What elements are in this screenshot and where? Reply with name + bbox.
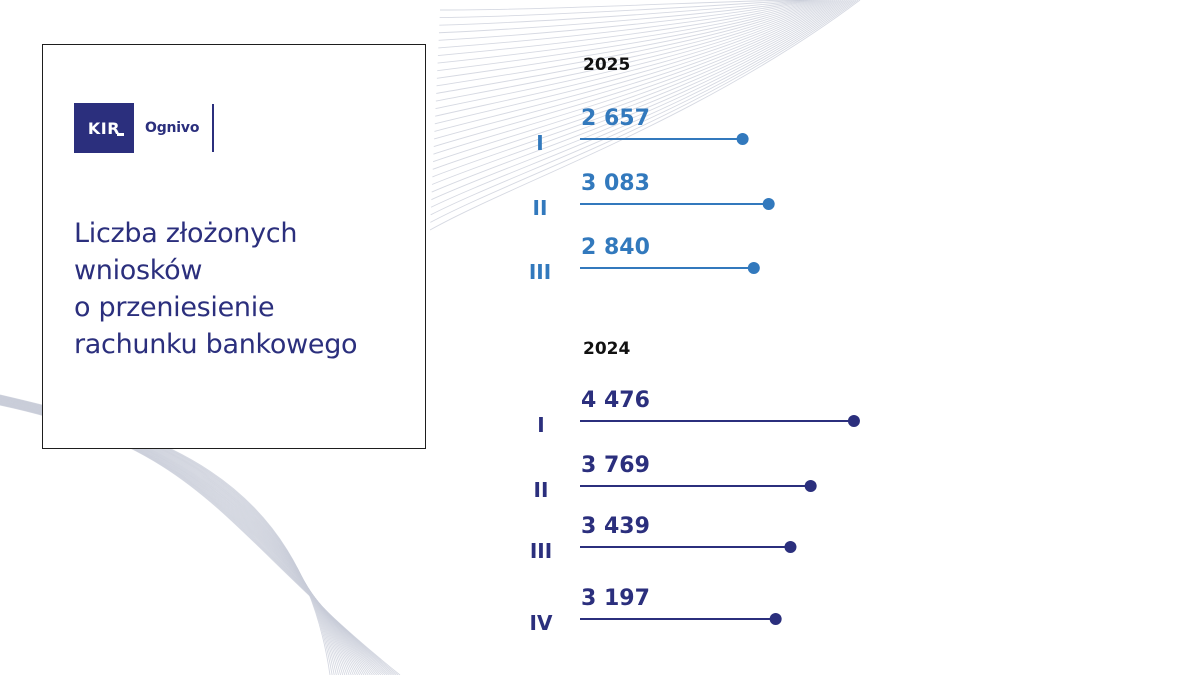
lollipop-dot (762, 198, 775, 210)
logo-divider (212, 104, 215, 152)
background-wave-line (431, 0, 848, 185)
background-wave-line (435, 0, 830, 117)
background-wave-line (430, 0, 859, 223)
background-wave-line (435, 0, 826, 102)
background-wave-line (438, 0, 811, 49)
background-wave-line (432, 0, 842, 163)
lollipop-2024-I: 4 476 I (537, 388, 860, 437)
background-wave-line (435, 0, 828, 110)
category-label: II (533, 196, 548, 220)
lollipop-2024-IV: 3 197 IV (530, 586, 782, 635)
background-wave-line (436, 0, 819, 79)
chart-title: Liczba złożonych wniosków o przeniesieni… (74, 215, 414, 363)
background-wave-line (439, 0, 805, 26)
background-wave-line (434, 0, 834, 132)
value-label: 3 083 (581, 171, 650, 196)
year-label: 2025 (583, 55, 630, 75)
kir-logo-dash (117, 133, 124, 136)
value-label: 2 657 (581, 106, 650, 131)
lollipop-2025-II: 3 083 II (533, 171, 775, 220)
background-wave-line (437, 0, 815, 64)
background-wave-line (432, 0, 846, 178)
lollipop-dot (847, 415, 860, 427)
background-wave-line (439, 0, 803, 19)
background-wave-line (431, 0, 852, 201)
background-wave-line (432, 0, 844, 170)
kir-ognivo-logo: KIR Ognivo (74, 103, 215, 153)
background-wave-line (431, 0, 850, 193)
background-wave-line (433, 0, 838, 147)
background-wave-line (436, 0, 823, 94)
background-wave-line (439, 0, 801, 11)
chart-title-line-1: Liczba złożonych (74, 218, 298, 249)
value-label: 3 439 (581, 514, 650, 539)
category-label: III (529, 260, 551, 284)
category-label: I (537, 413, 544, 437)
ognivo-logo-text: Ognivo (145, 120, 200, 136)
background-wave-line (438, 0, 809, 41)
background-wave-line (437, 0, 813, 56)
value-label: 3 197 (581, 586, 650, 611)
background-wave-line (430, 0, 855, 208)
background-wave-line (434, 0, 836, 140)
kir-logo-text: KIR (87, 118, 121, 138)
background-wave-line (434, 0, 832, 125)
lollipop-2025-III: 2 840 III (529, 235, 760, 284)
category-label: I (536, 131, 543, 155)
chart-title-line-2: wniosków (74, 255, 203, 286)
kir-logo-mark: KIR (74, 103, 134, 153)
background-wave-line (430, 0, 857, 216)
category-label: III (530, 539, 552, 563)
lollipop-dot (804, 480, 817, 492)
value-label: 2 840 (581, 235, 650, 260)
lollipop-2024-III: 3 439 III (530, 514, 797, 563)
lollipop-2024-II: 3 769 II (534, 453, 817, 502)
background-wave-line (429, 0, 861, 231)
background-wave-line (437, 0, 817, 72)
category-label: II (534, 478, 549, 502)
value-label: 3 769 (581, 453, 650, 478)
lollipop-dot (736, 133, 749, 145)
category-label: IV (530, 611, 553, 635)
title-card: KIR Ognivo Liczba złożonych wniosków o p… (42, 44, 426, 449)
background-wave-line (438, 0, 807, 34)
lollipop-dot (747, 262, 760, 274)
lollipop-dot (784, 541, 797, 553)
value-label: 4 476 (581, 388, 650, 413)
chart-title-line-3: o przeniesienie (74, 292, 275, 323)
chart-title-line-4: rachunku bankowego (74, 329, 358, 360)
background-wave-line (436, 0, 821, 87)
background-wave-line (433, 0, 840, 155)
lollipop-2025-I: 2 657 I (536, 106, 749, 155)
year-label: 2024 (583, 339, 630, 359)
lollipop-dot (769, 613, 782, 625)
